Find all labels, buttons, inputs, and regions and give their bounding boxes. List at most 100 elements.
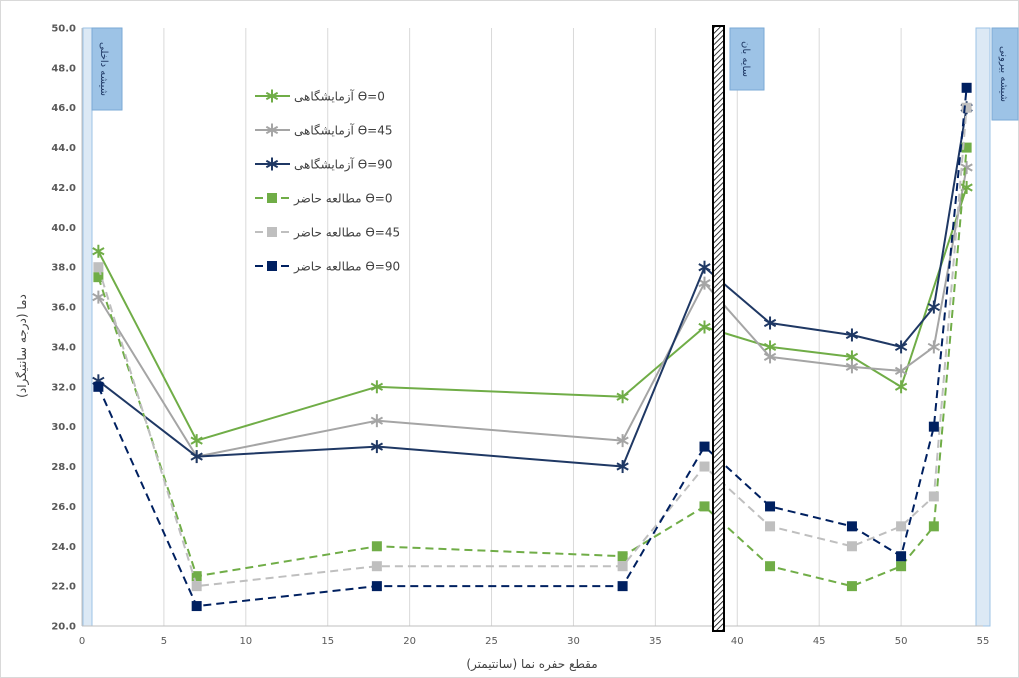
y-tick-label: 22.0 <box>51 582 76 593</box>
star-marker <box>698 276 711 290</box>
square-marker <box>93 381 104 392</box>
outer-glass-panel <box>975 27 991 627</box>
square-marker <box>617 581 628 592</box>
y-tick-label: 26.0 <box>51 502 76 513</box>
y-axis-title: دما (درجه سانتیگراد) <box>15 294 30 398</box>
y-tick-label: 24.0 <box>51 542 76 553</box>
outer-glass-label: شیشه بیرونی <box>998 46 1009 102</box>
y-tick-label: 42.0 <box>51 183 76 194</box>
series-4 <box>93 142 972 592</box>
blind-label: سایه بان <box>740 41 751 77</box>
series-6 <box>93 82 972 612</box>
x-tick-label: 55 <box>977 636 990 647</box>
star-marker <box>698 260 711 274</box>
y-tick-label: 46.0 <box>51 103 76 114</box>
star-marker <box>616 390 629 404</box>
x-tick-label: 10 <box>239 636 252 647</box>
y-tick-label: 34.0 <box>51 342 76 353</box>
square-marker <box>191 581 202 592</box>
square-marker <box>846 521 857 532</box>
star-marker <box>698 320 711 334</box>
star-marker <box>616 460 629 474</box>
legend-entry-2: آزمایشگاهی Ɵ=45 <box>255 123 392 139</box>
y-tick-label: 36.0 <box>51 303 76 314</box>
square-marker <box>846 541 857 552</box>
star-marker <box>265 157 279 171</box>
star-marker <box>190 450 203 464</box>
star-marker <box>960 161 973 175</box>
star-marker <box>190 434 203 448</box>
series-1 <box>92 180 973 448</box>
square-marker <box>896 521 907 532</box>
y-tick-label: 28.0 <box>51 462 76 473</box>
star-marker <box>927 340 941 354</box>
series-5 <box>93 102 972 592</box>
series-line <box>97 87 968 608</box>
x-axis-title: مقطع حفره نما (سانتیمتر) <box>466 657 597 672</box>
series-line <box>97 167 968 458</box>
star-marker <box>845 360 859 374</box>
square-marker <box>93 272 104 283</box>
square-marker <box>93 262 104 273</box>
y-tick-label: 32.0 <box>51 382 76 393</box>
glass-panels: شیشه داخلی شیشه بیرونی <box>82 27 1019 627</box>
star-marker <box>265 123 279 137</box>
legend-entry-5: مطالعه حاضر Ɵ=45 <box>255 226 400 241</box>
legend-entry-1: آزمایشگاهی Ɵ=0 <box>255 89 385 105</box>
inner-glass-panel <box>82 27 93 627</box>
blind-bar <box>712 25 725 632</box>
star-marker <box>894 380 908 394</box>
star-marker <box>92 244 105 258</box>
legend-entry-3: آزمایشگاهی Ɵ=90 <box>255 157 392 173</box>
x-tick-label: 40 <box>731 636 744 647</box>
y-tick-label: 48.0 <box>51 63 76 74</box>
square-marker <box>699 461 710 472</box>
legend-label: مطالعه حاضر Ɵ=0 <box>293 192 392 207</box>
legend-label: آزمایشگاهی Ɵ=45 <box>294 123 392 139</box>
square-marker <box>928 521 939 532</box>
y-tick-label: 20.0 <box>51 622 76 633</box>
square-marker <box>928 491 939 502</box>
x-tick-label: 15 <box>321 636 334 647</box>
axes: 0 5 10 15 20 25 30 35 40 45 50 55 20.0 22.0 24.0 26.0 28… <box>51 24 989 648</box>
legend: آزمایشگاهی Ɵ=0 آزمایشگاهی Ɵ=45 آزمایشگاهی … <box>255 89 400 275</box>
legend-label: مطالعه حاضر Ɵ=45 <box>293 226 400 241</box>
square-marker <box>371 541 382 552</box>
star-marker <box>616 434 629 448</box>
x-tick-label: 25 <box>485 636 498 647</box>
square-marker <box>699 441 710 452</box>
square-marker <box>896 561 907 572</box>
star-marker <box>927 300 941 314</box>
series-line <box>97 147 968 588</box>
y-tick-label: 38.0 <box>51 263 76 274</box>
square-marker <box>191 601 202 612</box>
square-marker <box>846 581 857 592</box>
square-marker <box>765 521 776 532</box>
series-line <box>97 107 968 588</box>
star-marker <box>894 340 908 354</box>
y-tick-label: 30.0 <box>51 422 76 433</box>
star-marker <box>845 328 859 342</box>
y-tick-label: 40.0 <box>51 223 76 234</box>
star-marker <box>265 89 279 103</box>
x-tick-label: 50 <box>895 636 908 647</box>
square-marker <box>617 561 628 572</box>
square-marker <box>267 261 277 271</box>
square-marker <box>961 102 972 113</box>
square-marker <box>267 227 277 237</box>
x-tick-label: 0 <box>79 636 85 647</box>
series-line <box>97 107 968 468</box>
square-marker <box>371 581 382 592</box>
star-marker <box>370 440 384 454</box>
star-marker <box>92 290 105 304</box>
blind-label-box <box>729 27 765 91</box>
legend-label: آزمایشگاهی Ɵ=90 <box>294 157 392 173</box>
square-marker <box>961 82 972 93</box>
legend-entry-4: مطالعه حاضر Ɵ=0 <box>255 192 392 207</box>
square-marker <box>961 142 972 153</box>
square-marker <box>371 561 382 572</box>
outer-glass-label-box <box>991 27 1019 121</box>
square-marker <box>191 571 202 582</box>
